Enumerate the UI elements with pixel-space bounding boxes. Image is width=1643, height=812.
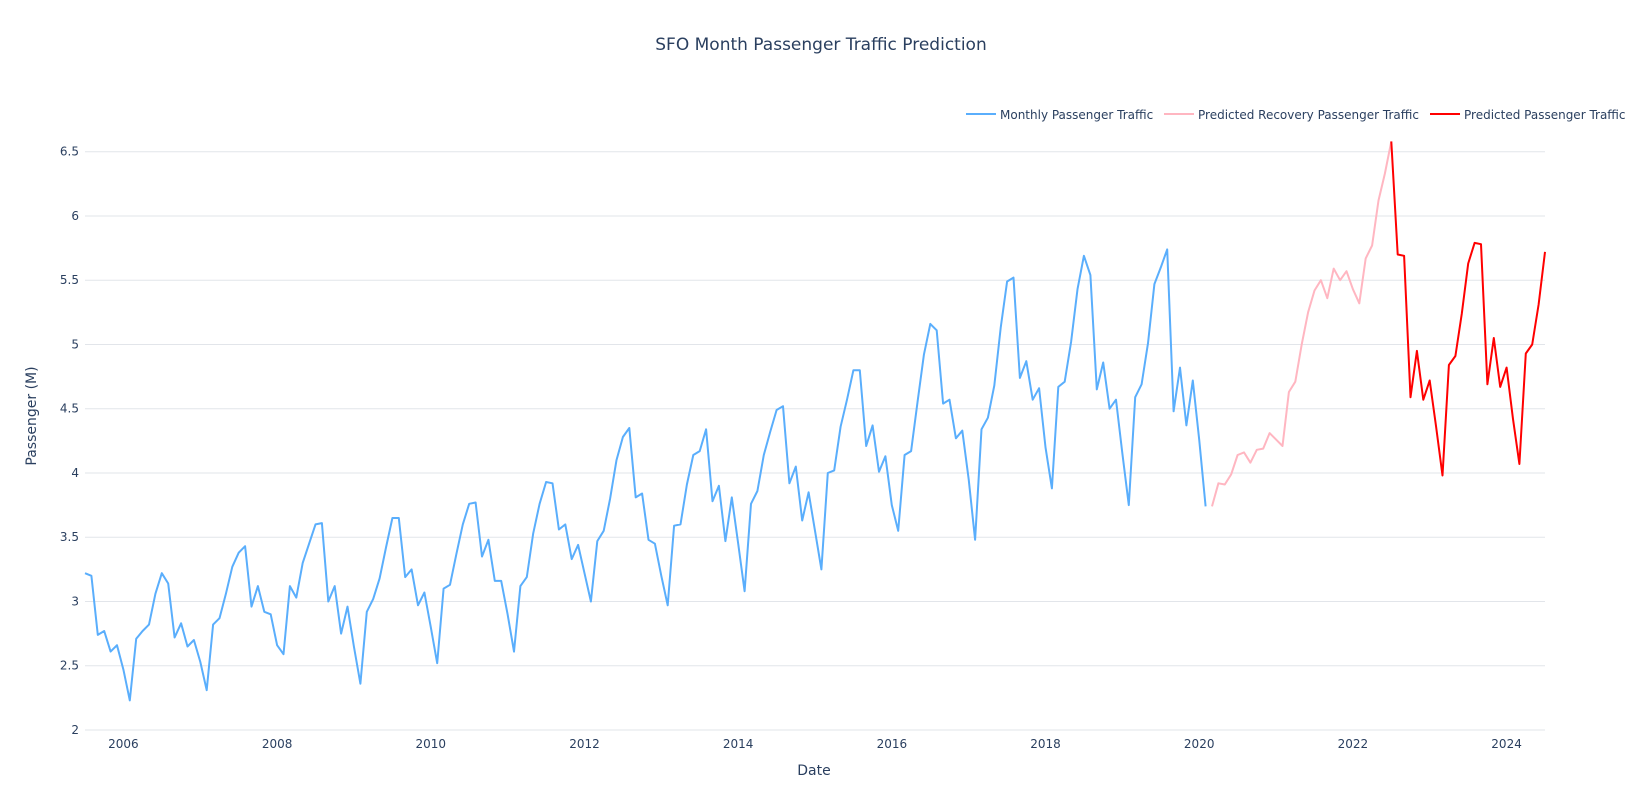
- y-tick-label: 6: [71, 209, 79, 223]
- x-tick-label: 2010: [416, 737, 447, 751]
- legend-label-monthly: Monthly Passenger Traffic: [1000, 108, 1153, 122]
- series-line-2: [1211, 141, 1393, 507]
- x-tick-label: 2018: [1030, 737, 1061, 751]
- x-tick-label: 2006: [108, 737, 139, 751]
- x-axis-title: Date: [797, 763, 830, 779]
- y-tick-label: 4.5: [60, 402, 79, 416]
- chart-title: SFO Month Passenger Traffic Prediction: [655, 35, 986, 55]
- y-tick-label: 6.5: [60, 145, 79, 159]
- series-line-1: [84, 248, 1207, 702]
- x-tick-label: 2022: [1338, 737, 1369, 751]
- legend-label-recovery: Predicted Recovery Passenger Traffic: [1198, 108, 1419, 122]
- series-lines: [84, 141, 1546, 702]
- y-axis-ticks: 2 2.5 3 3.5 4 4.5 5 5.5 6 6.5: [60, 145, 79, 737]
- x-tick-label: 2024: [1491, 737, 1522, 751]
- x-tick-label: 2020: [1184, 737, 1215, 751]
- y-tick-label: 3.5: [60, 530, 79, 544]
- x-axis-ticks: 2006 2008 2010 2012 2014 2016 2018 2020 2022 2024: [108, 737, 1522, 751]
- x-tick-label: 2016: [877, 737, 908, 751]
- y-tick-label: 4: [71, 466, 79, 480]
- x-tick-label: 2008: [262, 737, 293, 751]
- legend-item-recovery[interactable]: Predicted Recovery Passenger Traffic: [1164, 108, 1419, 122]
- legend-item-monthly[interactable]: Monthly Passenger Traffic: [966, 108, 1153, 122]
- y-tick-label: 2.5: [60, 659, 79, 673]
- y-axis-title: Passenger (M): [24, 366, 40, 465]
- y-tick-label: 3: [71, 594, 79, 608]
- y-tick-label: 5: [71, 337, 79, 351]
- x-tick-label: 2012: [569, 737, 600, 751]
- y-tick-label: 2: [71, 723, 79, 737]
- series-line-3: [1390, 141, 1546, 477]
- legend-item-predicted[interactable]: Predicted Passenger Traffic: [1430, 108, 1626, 122]
- legend-label-predicted: Predicted Passenger Traffic: [1464, 108, 1626, 122]
- y-tick-label: 5.5: [60, 273, 79, 287]
- x-tick-label: 2014: [723, 737, 754, 751]
- legend: Monthly Passenger Traffic Predicted Reco…: [966, 108, 1626, 122]
